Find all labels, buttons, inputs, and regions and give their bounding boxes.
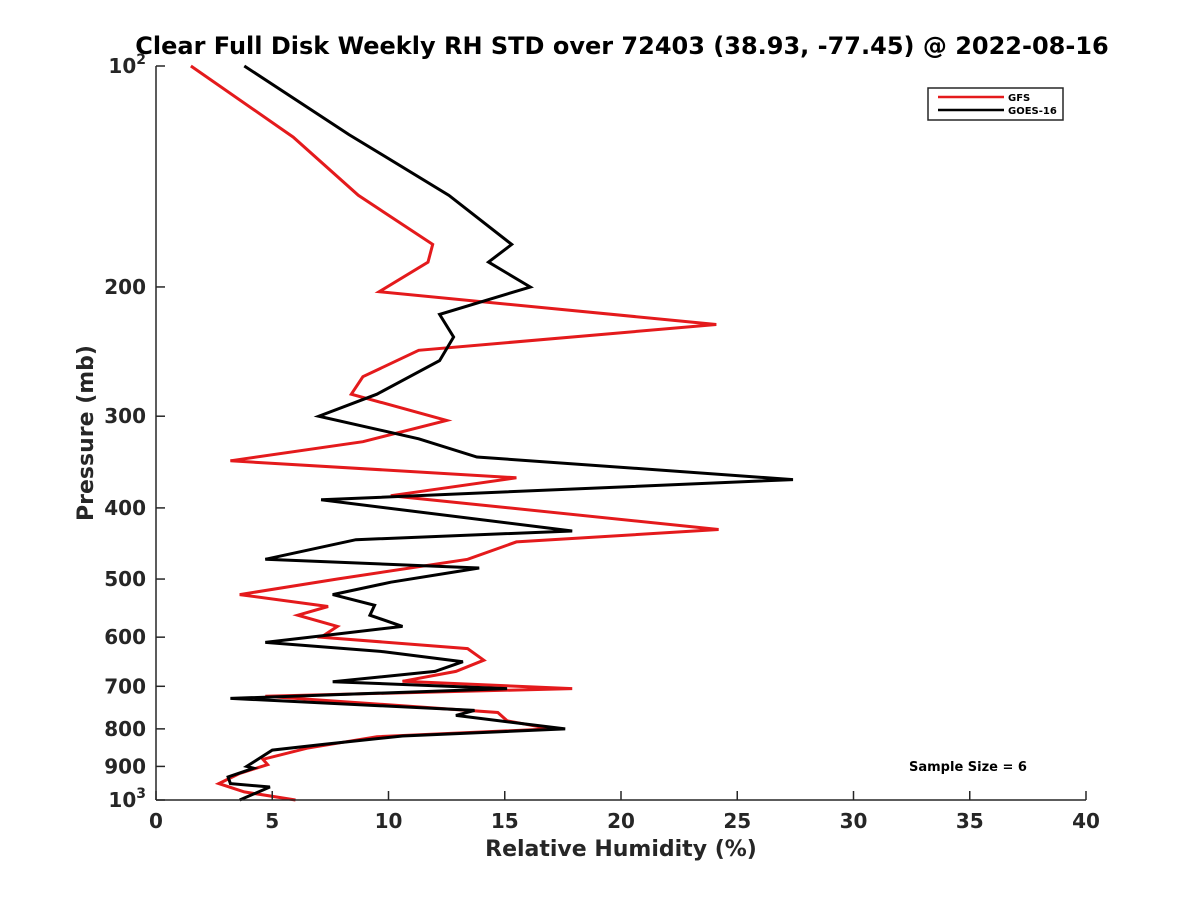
x-tick-label: 25 [723, 809, 751, 833]
y-tick-label-base: 600 [104, 625, 146, 649]
y-tick-label: 400 [104, 496, 146, 520]
y-tick-label: 103 [108, 786, 146, 812]
x-tick-label: 30 [840, 809, 868, 833]
x-tick-label: 5 [265, 809, 279, 833]
y-tick-label: 300 [104, 404, 146, 428]
y-tick-label-base: 900 [104, 754, 146, 778]
series-group [190, 64, 794, 802]
legend: GFS GOES-16 [927, 87, 1064, 121]
y-tick-label-base: 700 [104, 674, 146, 698]
x-tick-label: 35 [956, 809, 984, 833]
x-tick-label: 40 [1072, 809, 1100, 833]
y-tick-label-base: 800 [104, 717, 146, 741]
x-tick-label: 0 [149, 809, 163, 833]
x-tick-label: 20 [607, 809, 635, 833]
y-tick-label: 102 [108, 52, 146, 78]
y-tick-label: 900 [104, 754, 146, 778]
y-tick-label: 800 [104, 717, 146, 741]
legend-label: GFS [1008, 93, 1030, 104]
sample-size-annotation: Sample Size = 6 [909, 760, 1027, 775]
x-tick-label: 10 [375, 809, 403, 833]
y-tick-label: 200 [104, 275, 146, 299]
x-tick-label: 15 [491, 809, 519, 833]
y-tick-label-base: 10 [108, 54, 136, 78]
y-tick-label-base: 10 [108, 788, 136, 812]
series-line-goes-16 [226, 64, 794, 802]
y-tick-label: 600 [104, 625, 146, 649]
legend-label: GOES-16 [1008, 106, 1057, 117]
y-tick-label-base: 200 [104, 275, 146, 299]
x-axis-label: Relative Humidity (%) [485, 837, 757, 862]
y-tick-label-exponent: 2 [136, 52, 146, 68]
y-tick-label-base: 500 [104, 567, 146, 591]
legend-box [927, 87, 1064, 121]
chart-title: Clear Full Disk Weekly RH STD over 72403… [135, 32, 1108, 60]
y-tick-label-base: 400 [104, 496, 146, 520]
y-tick-label-exponent: 3 [136, 786, 146, 802]
y-tick-label: 500 [104, 567, 146, 591]
axes: 0 5 10 15 20 25 30 35 40102200300400500600700800… [104, 52, 1100, 833]
y-tick-label-base: 300 [104, 404, 146, 428]
y-axis-label: Pressure (mb) [74, 345, 99, 521]
y-tick-label: 700 [104, 674, 146, 698]
